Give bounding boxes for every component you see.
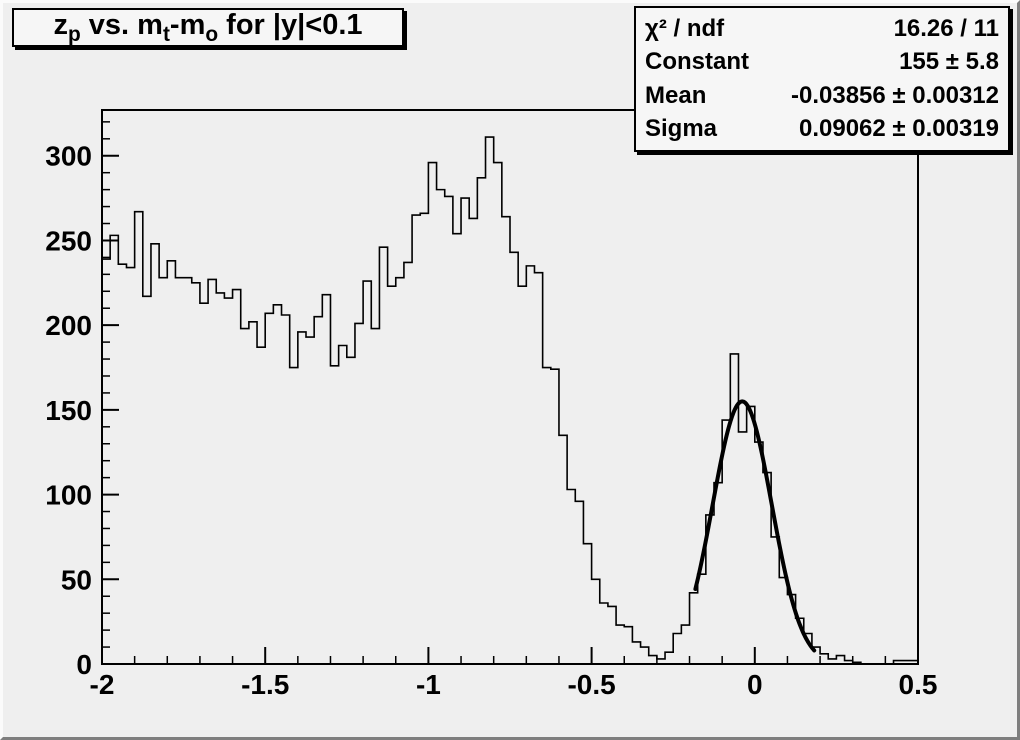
stats-box: χ² / ndf 16.26 / 11 Constant 155 ± 5.8 Mean -… <box>634 6 1010 152</box>
y-tick-label: 250 <box>45 225 92 256</box>
stats-row: χ² / ndf 16.26 / 11 <box>636 15 1008 43</box>
title-subscript: o <box>205 22 219 46</box>
title-subscript: p <box>67 22 81 46</box>
y-tick-label: 100 <box>45 480 92 511</box>
title-box: zp vs. mt-mo for |y|<0.1 <box>12 8 404 47</box>
stats-label: Constant <box>645 48 749 76</box>
stats-label: Mean <box>645 81 707 109</box>
x-tick-label: 0.5 <box>899 669 938 700</box>
histogram-line <box>102 136 918 665</box>
histogram-plot: -2 -1.5 -1 -0.5 0 0.5 0 50 100 150 200 250 300 <box>45 109 938 700</box>
stats-row: Constant 155 ± 5.8 <box>636 48 1008 76</box>
y-tick-label: 200 <box>45 310 92 341</box>
stats-value: 155 ± 5.8 <box>899 48 999 76</box>
x-tick-label: -2 <box>90 669 115 700</box>
x-tick-label: 0 <box>747 669 763 700</box>
stats-row: Sigma 0.09062 ± 0.00319 <box>636 115 1008 143</box>
gaussian-fit-curve <box>693 399 817 653</box>
y-tick-label: 300 <box>45 141 92 172</box>
y-tick-label: 50 <box>61 564 92 595</box>
title-segment: -m <box>169 8 206 41</box>
x-tick-label: -1 <box>416 669 441 700</box>
stats-label: χ² / ndf <box>645 14 725 42</box>
plot-frame <box>101 109 919 665</box>
y-tick-label: 150 <box>45 395 92 426</box>
title-segment: for |y|<0.1 <box>218 8 363 41</box>
y-tick-label: 0 <box>76 649 92 680</box>
stats-value: 16.26 / 11 <box>893 14 999 42</box>
title-segment: vs. m <box>80 8 163 41</box>
stats-value: 0.09062 ± 0.00319 <box>798 115 999 143</box>
title-segment: z <box>53 8 68 41</box>
stats-label: Sigma <box>645 115 718 143</box>
stats-row: Mean -0.03856 ± 0.00312 <box>636 82 1008 110</box>
stats-value: -0.03856 ± 0.00312 <box>790 81 999 109</box>
x-tick-label: -1.5 <box>241 669 289 700</box>
plot-title: zp vs. mt-mo for |y|<0.1 <box>53 9 362 47</box>
title-subscript: t <box>162 22 170 46</box>
x-tick-label: -0.5 <box>567 669 615 700</box>
